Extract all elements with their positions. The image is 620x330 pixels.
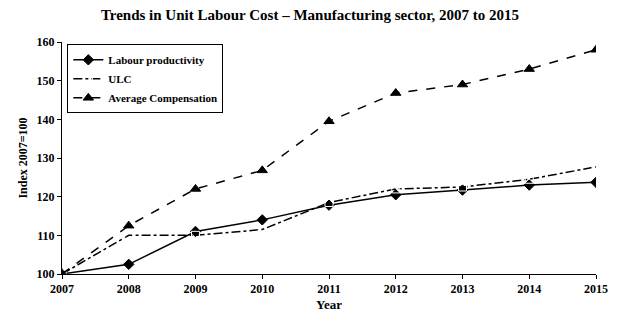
svg-text:120: 120 bbox=[37, 190, 55, 204]
svg-text:Index 2007=100: Index 2007=100 bbox=[16, 117, 30, 198]
svg-text:Labour productivity: Labour productivity bbox=[108, 54, 204, 66]
svg-text:2008: 2008 bbox=[117, 282, 141, 296]
svg-text:2007: 2007 bbox=[50, 282, 74, 296]
svg-text:Average Compensation: Average Compensation bbox=[108, 92, 217, 104]
svg-text:2011: 2011 bbox=[317, 282, 340, 296]
svg-text:2013: 2013 bbox=[451, 282, 475, 296]
svg-text:Trends in Unit Labour Cost – M: Trends in Unit Labour Cost – Manufacturi… bbox=[101, 7, 519, 23]
svg-text:Year: Year bbox=[316, 297, 342, 312]
svg-text:140: 140 bbox=[37, 113, 55, 127]
svg-text:2014: 2014 bbox=[517, 282, 541, 296]
svg-text:160: 160 bbox=[37, 35, 55, 49]
svg-text:150: 150 bbox=[37, 74, 55, 88]
svg-text:130: 130 bbox=[37, 151, 55, 165]
svg-text:ULC: ULC bbox=[108, 73, 131, 85]
svg-text:2010: 2010 bbox=[250, 282, 274, 296]
svg-text:100: 100 bbox=[37, 267, 55, 281]
svg-text:2009: 2009 bbox=[184, 282, 208, 296]
svg-text:2012: 2012 bbox=[384, 282, 408, 296]
svg-text:110: 110 bbox=[37, 229, 54, 243]
svg-text:2015: 2015 bbox=[584, 282, 608, 296]
